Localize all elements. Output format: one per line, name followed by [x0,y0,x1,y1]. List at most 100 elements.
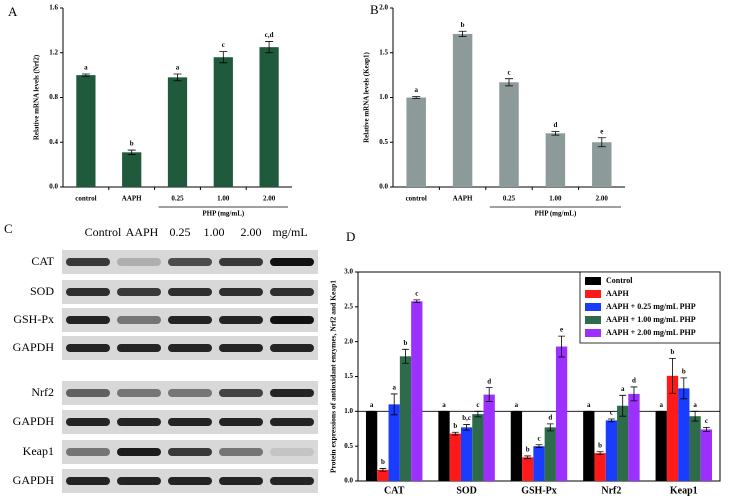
bar [533,446,545,481]
bar [594,453,606,481]
blot-band [270,477,314,485]
error-bar [219,51,228,64]
bar [460,427,473,481]
bar [213,57,233,187]
x-tick-label: SOD [456,485,477,496]
blot-band [117,288,161,296]
bar [122,152,142,187]
error-bar [413,299,421,304]
legend-label: AAPH + 0.25 mg/mL PHP [606,302,696,311]
bar [411,301,423,481]
error-bar [680,377,688,400]
bar [167,77,188,187]
error-bar [127,149,136,155]
y-tick-label: 0.5 [379,138,388,146]
blot-column-label: mg/mL [272,225,307,239]
panel-label: C [4,221,13,236]
significance-letter: a [414,86,418,94]
bar [666,375,679,481]
y-axis-label: Relative mRNA levels (Nrf2) [33,54,41,140]
bar [483,394,495,481]
bar [259,47,279,187]
error-bar [608,418,615,423]
legend-swatch [585,329,601,337]
y-tick-label: 0.0 [49,183,58,191]
blot-row-label: GAPDH [13,414,55,428]
significance-letter: b [461,21,465,29]
error-bar [535,444,543,448]
y-tick-label: 0.0 [379,183,388,191]
legend-label: AAPH + 1.00 mg/mL PHP [606,315,696,324]
blot-band [117,344,161,352]
legend-label: AAPH [606,289,629,298]
blot-band [117,477,161,485]
x-tick-label: control [406,195,427,203]
blot-band [270,258,314,266]
x-tick-label: Nrf2 [601,485,621,496]
error-bar [173,73,182,82]
y-tick-label: 0.8 [49,93,58,101]
group-label: PHP (mg/mL) [202,210,244,218]
blot-band [66,344,110,352]
x-tick-label: 2.00 [596,195,609,203]
legend-label: AAPH + 2.00 mg/mL PHP [606,328,696,337]
bar [592,142,612,187]
x-tick-label: 1.00 [549,195,562,203]
significance-letter: c [610,409,613,417]
y-tick-label: 2.0 [344,337,353,345]
group-label: PHP (mg/mL) [534,210,576,218]
bar [377,469,389,481]
blot-row-label: GSH-Px [13,312,54,326]
error-bar [505,78,513,87]
significance-letter: b [526,446,530,454]
x-tick-label: 0.25 [171,195,184,203]
blot-band [219,448,263,456]
blot-row-label: CAT [31,254,54,268]
bar [406,97,426,187]
blot-column-label: 2.00 [241,225,262,239]
blot-band [168,448,212,456]
blot-band [168,288,212,296]
legend-swatch [585,316,601,324]
y-tick-label: 2.0 [379,4,388,12]
error-bar [485,387,493,402]
error-bar [524,455,532,460]
blot-column-label: AAPH [126,225,159,239]
significance-letter: d [487,377,491,385]
significance-letter: a [176,64,180,72]
x-tick-label: 2.00 [263,195,276,203]
y-axis-label: Protein expressions of antioxidant enzym… [329,280,338,473]
bar [605,420,618,481]
bar [700,429,713,481]
significance-letter: a [392,384,396,392]
blot-band [117,448,161,456]
y-tick-label: 1.2 [49,48,58,56]
error-bar [81,73,90,77]
bar [522,457,534,481]
significance-letter: b [682,368,686,376]
blot-row-label: Nrf2 [31,385,54,399]
bar [545,133,566,187]
blot-band [219,316,263,324]
blot-band [219,288,263,296]
significance-letter: b [598,441,602,449]
x-tick-label: control [75,195,96,203]
significance-letter: b [404,339,408,347]
significance-letter: c [415,289,418,297]
y-tick-label: 0.5 [344,442,353,450]
x-tick-label: AAPH [453,195,473,203]
panel-label: B [370,2,379,17]
blot-band [66,316,110,324]
significance-letter: b [453,422,457,430]
y-axis-label: Relative mRNA levels (Keap1) [363,51,371,142]
blot-band [66,418,110,426]
legend-box [579,271,721,344]
bar [555,346,568,481]
blot-row-label: Keap1 [23,444,54,458]
blot-band [66,448,110,456]
error-bar [451,431,459,436]
y-tick-label: 3.0 [344,268,353,276]
blot-band [168,344,212,352]
significance-letter: c [537,434,540,442]
blot-column-label: 1.00 [204,225,225,239]
